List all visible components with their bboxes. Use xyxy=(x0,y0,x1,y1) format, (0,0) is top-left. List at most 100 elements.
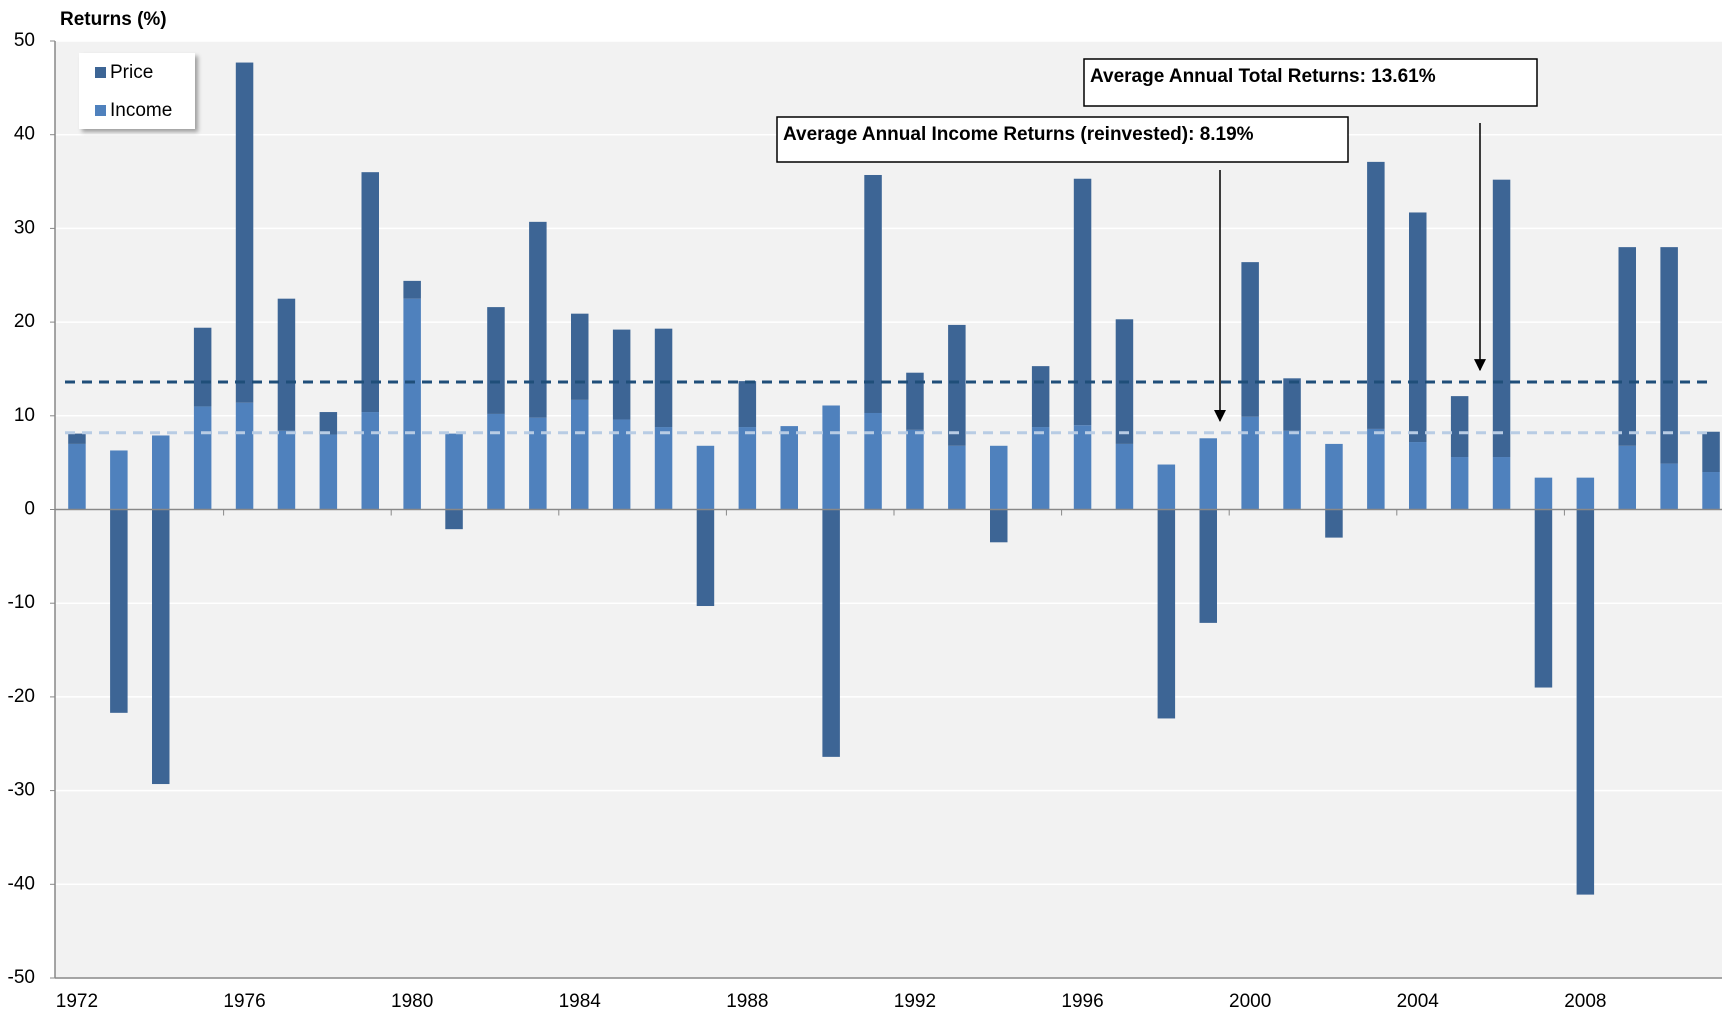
bar xyxy=(319,412,338,435)
bar xyxy=(1576,509,1595,895)
bar xyxy=(1199,509,1217,623)
bar xyxy=(1450,396,1469,458)
x-tick-label: 2000 xyxy=(1229,991,1271,1012)
bar xyxy=(864,412,882,510)
annotation-text: Average Annual Total Returns: 13.61% xyxy=(1090,66,1436,87)
bar xyxy=(948,324,966,446)
bar xyxy=(738,381,757,428)
bar xyxy=(277,298,296,431)
annotation-box xyxy=(1083,58,1538,107)
bar xyxy=(1618,445,1636,510)
bar xyxy=(906,372,924,430)
y-tick-label: -10 xyxy=(8,592,35,613)
y-tick-label: -30 xyxy=(8,780,35,801)
bar xyxy=(235,402,254,510)
bar xyxy=(1450,457,1469,510)
bar xyxy=(277,430,296,510)
bar xyxy=(68,433,86,444)
bar xyxy=(193,406,212,510)
x-tick-label: 1992 xyxy=(894,991,936,1012)
bar xyxy=(1073,178,1092,426)
bar xyxy=(612,329,631,420)
bar xyxy=(1660,247,1678,464)
legend-swatch xyxy=(95,105,106,116)
bar xyxy=(906,429,924,510)
legend xyxy=(79,53,195,129)
bar xyxy=(529,221,547,418)
bar xyxy=(1325,509,1343,538)
bar xyxy=(529,417,547,510)
bar xyxy=(1618,247,1636,446)
bar xyxy=(1409,442,1427,510)
legend-label: Price xyxy=(110,62,153,83)
bar xyxy=(110,509,128,713)
bar xyxy=(1283,378,1301,431)
bar xyxy=(1702,431,1720,473)
bar xyxy=(1325,443,1343,510)
bar xyxy=(822,405,840,510)
bar xyxy=(1492,457,1511,510)
bar xyxy=(738,427,757,510)
bar xyxy=(68,443,86,510)
bar xyxy=(1534,509,1553,688)
bar xyxy=(1367,161,1385,429)
bar xyxy=(445,509,463,530)
bar xyxy=(696,445,715,510)
bar xyxy=(1702,472,1720,510)
y-axis-label: Returns (%) xyxy=(60,9,167,30)
bar xyxy=(487,307,505,414)
bar xyxy=(1157,464,1176,510)
x-tick-label: 2004 xyxy=(1397,991,1440,1012)
x-tick-label: 2008 xyxy=(1564,991,1606,1012)
x-tick-label: 1988 xyxy=(726,991,768,1012)
bar xyxy=(445,433,463,510)
x-tick-label: 1980 xyxy=(391,991,433,1012)
y-tick-label: 30 xyxy=(14,217,35,238)
bar xyxy=(1283,430,1301,510)
bar xyxy=(1031,366,1050,428)
x-tick-label: 1972 xyxy=(56,991,98,1012)
bar xyxy=(235,62,254,403)
bar xyxy=(193,327,212,407)
bar xyxy=(1199,438,1217,510)
bar xyxy=(1157,509,1176,719)
bar xyxy=(1534,477,1553,510)
x-tick-label: 1996 xyxy=(1061,991,1103,1012)
y-tick-label: 40 xyxy=(14,124,35,145)
bar xyxy=(654,427,673,510)
legend-label: Income xyxy=(110,100,172,121)
bar xyxy=(1115,443,1134,510)
bar xyxy=(822,509,840,757)
legend-swatch xyxy=(95,67,106,78)
bar xyxy=(1073,425,1092,510)
bar xyxy=(571,399,589,510)
bar xyxy=(612,419,631,510)
y-tick-label: 50 xyxy=(14,30,35,51)
bar xyxy=(864,174,882,413)
bar xyxy=(654,328,673,428)
bar xyxy=(696,509,715,607)
bar xyxy=(361,412,379,510)
bar xyxy=(319,434,338,510)
bar xyxy=(1241,416,1259,510)
annotation-box xyxy=(776,116,1349,163)
bar xyxy=(403,298,421,510)
y-tick-label: -20 xyxy=(8,686,35,707)
annotation-text: Average Annual Income Returns (reinveste… xyxy=(783,124,1254,145)
bar xyxy=(152,509,170,785)
bar xyxy=(110,450,128,510)
bar xyxy=(403,280,421,299)
bar xyxy=(948,445,966,510)
x-tick-label: 1976 xyxy=(223,991,265,1012)
bar xyxy=(1031,427,1050,510)
y-tick-label: -50 xyxy=(8,967,35,988)
bar xyxy=(361,172,379,413)
bar xyxy=(152,435,170,510)
x-tick-label: 1984 xyxy=(559,991,602,1012)
bar xyxy=(990,509,1008,543)
legend-box xyxy=(79,53,195,129)
bar xyxy=(990,445,1008,510)
bar xyxy=(1241,262,1259,417)
y-tick-label: 0 xyxy=(24,499,35,520)
bar xyxy=(780,426,798,510)
